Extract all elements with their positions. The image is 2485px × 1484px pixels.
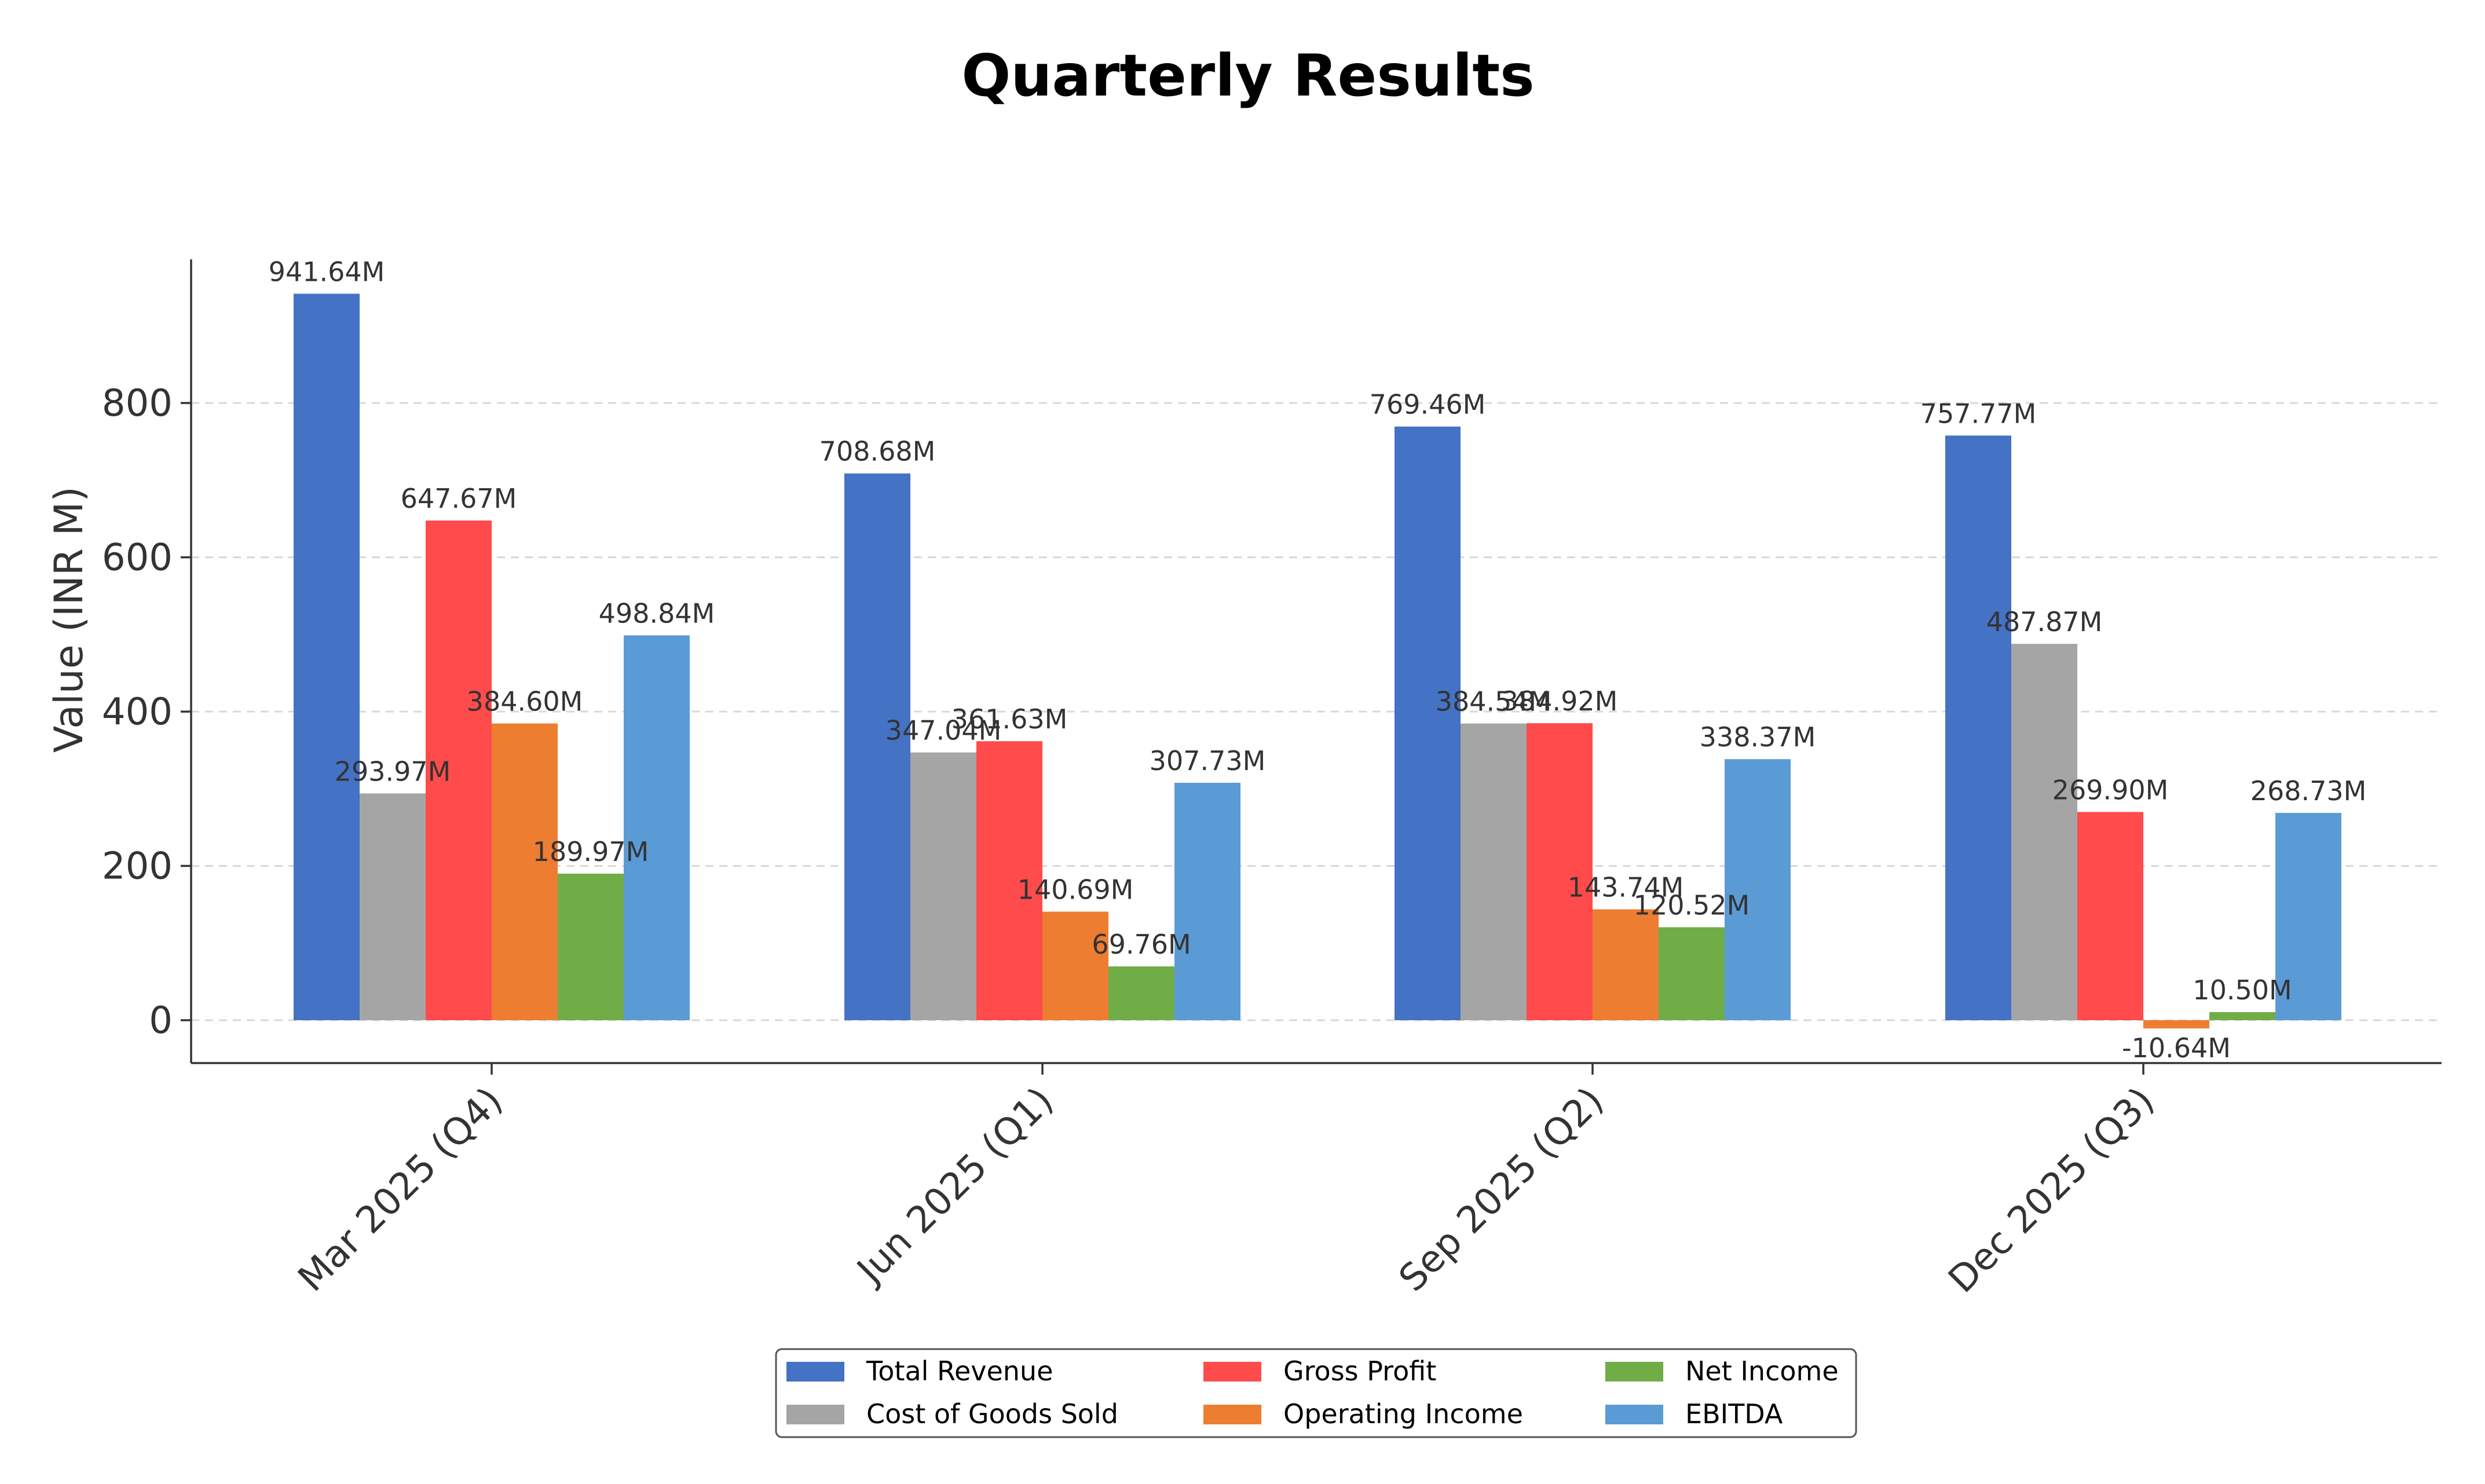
bar-total-revenue-2: [1395, 426, 1461, 1020]
legend-swatch: [1605, 1405, 1663, 1424]
bar-value-label: 769.46M: [1370, 389, 1486, 420]
bar-ebitda-0: [624, 635, 690, 1020]
y-tick-label: 200: [102, 845, 173, 888]
bar-cost-of-goods-sold-1: [910, 752, 976, 1020]
y-tick-label: 400: [102, 691, 173, 734]
bar-operating-income-3: [2143, 1020, 2209, 1029]
bar-cost-of-goods-sold-0: [360, 793, 426, 1020]
legend-swatch: [786, 1362, 844, 1382]
data-labels: 941.64M 708.68M 769.46M 757.77M 293.97M 347.0…: [269, 256, 2367, 1064]
legend-swatch: [1605, 1362, 1663, 1382]
legend-label: EBITDA: [1685, 1398, 1783, 1430]
bar-cost-of-goods-sold-2: [1461, 723, 1527, 1020]
legend-swatch: [1203, 1362, 1261, 1382]
y-tick-label: 800: [102, 382, 173, 425]
bar-value-label: 384.60M: [467, 686, 583, 717]
legend-item-total-revenue: Total Revenue: [786, 1355, 1053, 1387]
bar-value-label: 307.73M: [1150, 745, 1266, 776]
bar-value-label: 120.52M: [1634, 889, 1750, 921]
y-tick-label: 600: [102, 537, 173, 580]
bar-value-label: 69.76M: [1092, 929, 1191, 960]
legend-item-net-income: Net Income: [1605, 1355, 1839, 1387]
y-tick-label: 0: [149, 999, 173, 1042]
legend-item-operating-income: Operating Income: [1203, 1398, 1523, 1430]
legend-label: Operating Income: [1283, 1398, 1523, 1430]
bar-value-label: 487.87M: [1986, 606, 2103, 637]
bar-value-label: 941.64M: [269, 256, 385, 287]
bar-net-income-0: [558, 873, 624, 1020]
bar-value-label: 143.74M: [1568, 871, 1684, 903]
bar-operating-income-1: [1042, 911, 1108, 1020]
legend-swatch: [1203, 1405, 1261, 1424]
legend-label: Net Income: [1685, 1355, 1839, 1387]
bar-value-label: 361.63M: [951, 703, 1068, 735]
legend-item-cost-of-goods-sold: Cost of Goods Sold: [786, 1398, 1118, 1430]
y-axis-ticks: 0 200 400 600 800: [102, 382, 191, 1042]
bar-net-income-3: [2209, 1012, 2275, 1020]
bar-gross-profit-0: [426, 520, 492, 1020]
bar-ebitda-3: [2275, 812, 2341, 1020]
bar-gross-profit-3: [2077, 812, 2143, 1020]
bar-value-label: 647.67M: [401, 483, 517, 514]
bar-value-label: 498.84M: [599, 598, 715, 629]
legend-label: Gross Profit: [1283, 1355, 1436, 1387]
y-axis-label: Value (INR M): [46, 486, 92, 753]
bars: [294, 294, 2341, 1029]
bar-value-label: 338.37M: [1700, 721, 1816, 753]
bar-operating-income-0: [492, 723, 558, 1020]
legend-items: Total Revenue Cost of Goods Sold Gross Pro…: [786, 1355, 1839, 1430]
legend-label: Cost of Goods Sold: [866, 1398, 1118, 1430]
bar-total-revenue-1: [844, 473, 910, 1020]
bar-net-income-2: [1659, 927, 1725, 1020]
bar-value-label: 189.97M: [533, 836, 649, 867]
bar-total-revenue-0: [294, 294, 360, 1021]
bar-ebitda-1: [1174, 782, 1240, 1020]
legend-swatch: [786, 1405, 844, 1424]
bar-value-label: 140.69M: [1018, 874, 1134, 906]
bar-gross-profit-1: [976, 741, 1042, 1020]
bar-value-label: 347.04M: [885, 715, 1002, 746]
legend-item-ebitda: EBITDA: [1605, 1398, 1783, 1430]
bar-value-label: -10.64M: [2122, 1032, 2231, 1064]
bar-value-label: 268.73M: [2250, 775, 2367, 807]
legend-label: Total Revenue: [866, 1355, 1053, 1387]
bar-net-income-1: [1108, 966, 1174, 1020]
bar-gross-profit-2: [1527, 723, 1593, 1020]
legend: Total Revenue Cost of Goods Sold Gross Pro…: [775, 1348, 1857, 1438]
bar-value-label: 10.50M: [2193, 974, 2292, 1006]
bar-value-label: 293.97M: [335, 756, 451, 787]
bar-total-revenue-3: [1945, 435, 2011, 1020]
legend-box: [775, 1348, 1857, 1438]
bar-value-label: 708.68M: [819, 436, 936, 467]
bar-value-label: 757.77M: [1920, 398, 2037, 429]
bar-value-label: 384.92M: [1502, 686, 1618, 717]
chart-title: Quarterly Results: [961, 42, 1534, 109]
bar-value-label: 384.54M: [1436, 686, 1552, 717]
bar-value-label: 269.90M: [2052, 774, 2169, 805]
legend-item-gross-profit: Gross Profit: [1203, 1355, 1436, 1387]
bar-operating-income-2: [1593, 909, 1659, 1020]
bar-ebitda-2: [1725, 759, 1791, 1020]
bar-cost-of-goods-sold-3: [2011, 643, 2077, 1020]
